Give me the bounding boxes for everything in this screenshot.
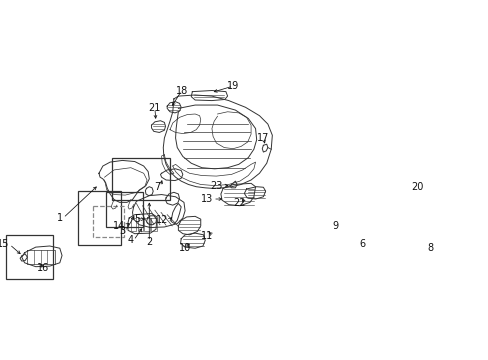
Text: 11: 11: [201, 231, 213, 241]
Text: 4: 4: [127, 235, 133, 246]
Text: 10: 10: [179, 243, 191, 253]
Bar: [106, 192, 143, 227]
Text: 5: 5: [134, 214, 141, 224]
Text: 14: 14: [113, 221, 125, 231]
Text: 20: 20: [410, 182, 423, 192]
Text: 7: 7: [154, 182, 160, 192]
Text: 19: 19: [226, 81, 239, 91]
Text: 15: 15: [0, 239, 9, 249]
Bar: [92, 206, 124, 237]
Bar: [78, 191, 121, 246]
Text: 8: 8: [426, 243, 432, 253]
Text: 16: 16: [37, 264, 49, 273]
Text: 17: 17: [257, 133, 269, 143]
Bar: [6, 235, 53, 279]
Text: 12: 12: [156, 215, 168, 225]
Text: 23: 23: [210, 181, 223, 190]
Bar: [111, 158, 170, 200]
Text: 2: 2: [146, 237, 152, 247]
Text: 22: 22: [232, 198, 245, 208]
Text: 1: 1: [57, 213, 63, 223]
Text: 3: 3: [119, 226, 125, 237]
Text: 9: 9: [331, 221, 338, 231]
Text: 13: 13: [201, 194, 213, 204]
Text: 18: 18: [175, 86, 187, 95]
Text: 6: 6: [359, 239, 365, 249]
Text: 21: 21: [148, 103, 161, 113]
